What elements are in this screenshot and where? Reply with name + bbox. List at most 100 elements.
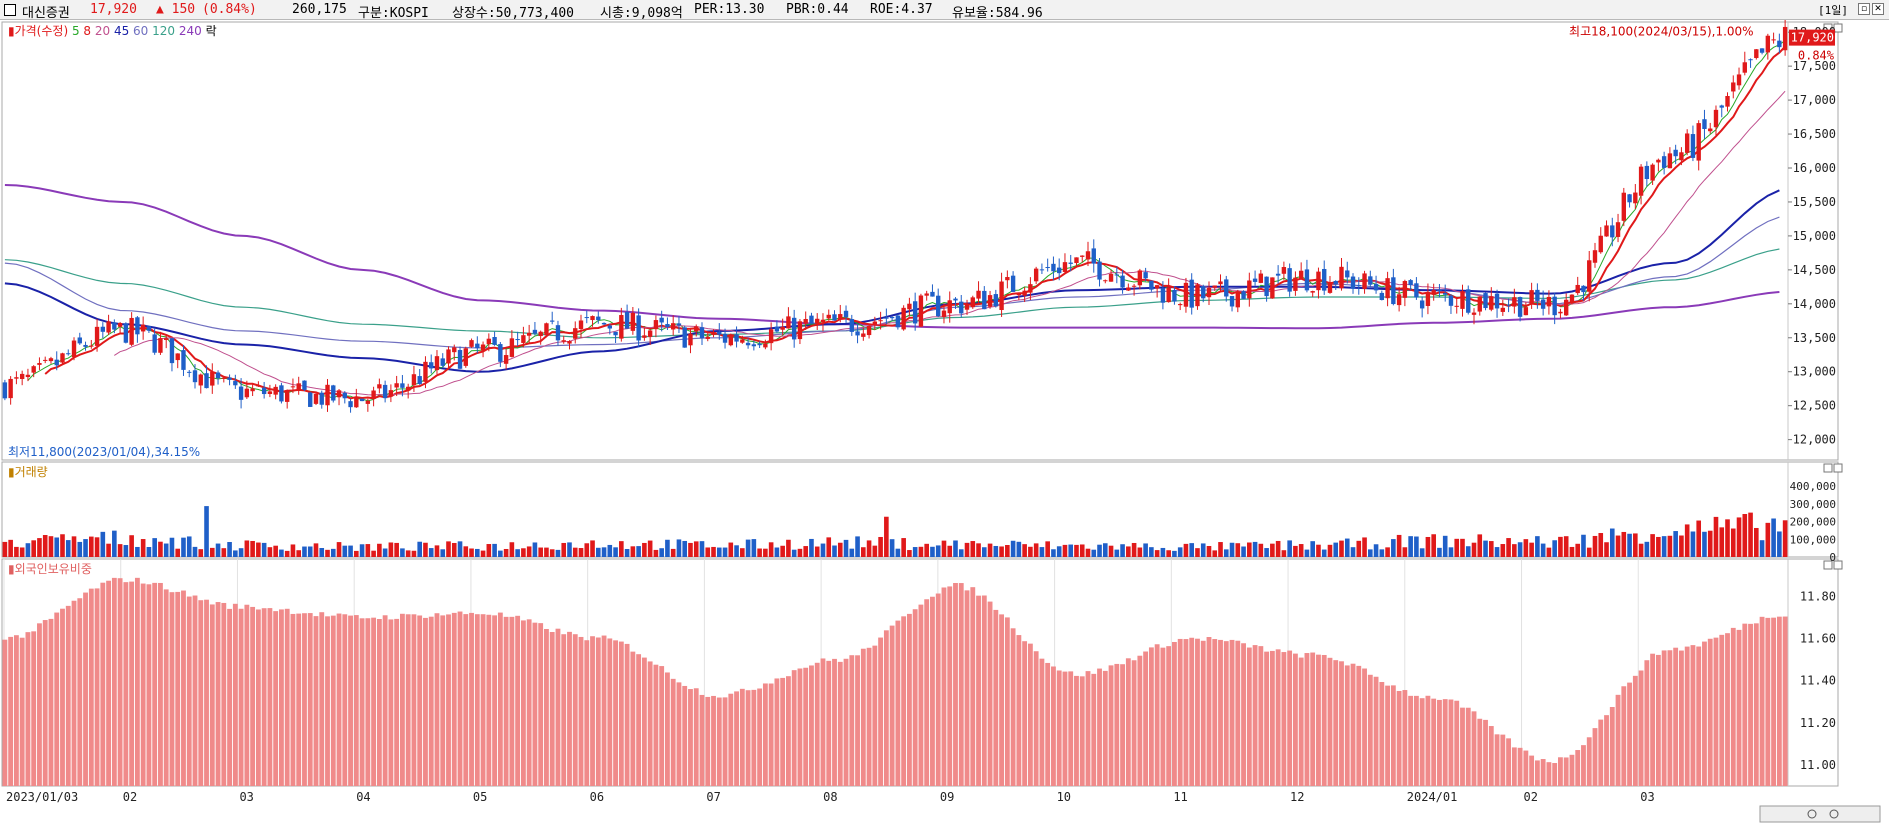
volume-bar [451, 542, 457, 557]
maximize-button[interactable]: ▫ [1858, 3, 1870, 15]
volume-bar [987, 543, 993, 557]
volume-bar [964, 542, 970, 557]
candle [1287, 263, 1292, 297]
pane-maximize-button[interactable] [1823, 560, 1833, 570]
candle [1500, 299, 1506, 316]
pane-close-button[interactable] [1833, 23, 1843, 33]
volume-bar [642, 542, 647, 557]
current-price-tag [1789, 29, 1835, 46]
foreign-ratio-bar [791, 670, 797, 786]
candle [866, 325, 872, 339]
candle [763, 339, 768, 350]
current-price: 17,920 [90, 2, 137, 17]
foreign-ratio-bar [820, 658, 826, 786]
close-button[interactable]: ✕ [1872, 3, 1884, 15]
candle [1229, 296, 1235, 312]
volume-bar [878, 536, 883, 557]
date-tick-label: 2024/01 [1407, 790, 1458, 804]
price-tick-label: 14,000 [1793, 297, 1836, 311]
zoom-scrollbar[interactable] [1759, 805, 1881, 823]
candle [181, 345, 186, 376]
foreign-ratio-bar [544, 628, 549, 786]
candle [106, 314, 111, 335]
candle [1045, 258, 1050, 272]
volume-bar [924, 543, 929, 557]
volume-bar [371, 550, 376, 557]
zoom-in-icon[interactable] [1829, 809, 1839, 819]
foreign-ratio-bar [181, 590, 186, 786]
volume-bar [1754, 527, 1759, 557]
candle [423, 356, 428, 389]
foreign-ratio-bar [1776, 616, 1782, 786]
foreign-ratio-bar [1195, 638, 1200, 786]
candle [31, 365, 36, 378]
volume-bar [866, 540, 872, 557]
candle [1258, 269, 1264, 284]
candle [1598, 227, 1603, 254]
period-button[interactable]: [1일] [1818, 4, 1848, 17]
volume-bar [463, 546, 469, 557]
foreign-ratio-bar [1027, 643, 1033, 786]
foreign-ratio-bar [601, 635, 607, 786]
volume-bar [855, 536, 860, 557]
volume-bar [198, 549, 204, 557]
candle [705, 332, 710, 342]
volume-bar [14, 546, 19, 557]
volume-bar [532, 542, 538, 557]
foreign-ratio-bar [584, 640, 590, 786]
volume-bar [826, 537, 832, 557]
foreign-ratio-bar [13, 635, 19, 786]
candle [1120, 269, 1125, 294]
volume-bar [129, 535, 134, 557]
volume-bar [284, 550, 290, 557]
candle [313, 392, 319, 406]
volume-bar [1431, 534, 1436, 557]
foreign-ratio-bar [665, 672, 670, 786]
candle [1443, 284, 1448, 302]
foreign-ratio-bar [463, 614, 469, 786]
volume-bar [411, 550, 417, 557]
volume-bar [595, 547, 601, 557]
foreign-ratio-bar [515, 615, 521, 786]
candle [1091, 239, 1096, 273]
candle [354, 388, 359, 408]
candle [768, 322, 774, 351]
stock-chart[interactable]: 18,00017,50017,00016,50016,00015,50015,0… [0, 20, 1889, 826]
volume-bar [1396, 534, 1402, 557]
volume-bar [354, 550, 359, 557]
candle [619, 307, 624, 342]
stock-name: 대신증권 [22, 6, 70, 21]
volume-bar [1085, 548, 1091, 557]
volume-bar [981, 547, 987, 557]
volume-bar [1091, 549, 1097, 557]
zoom-out-icon[interactable] [1807, 809, 1817, 819]
volume-bar [1777, 531, 1782, 557]
candle [1022, 287, 1027, 303]
volume-bar [716, 547, 722, 557]
pane-close-button[interactable] [1833, 463, 1843, 473]
candle [440, 353, 445, 368]
foreign-ratio-bar [1212, 639, 1218, 786]
volume-bar [676, 539, 682, 557]
candle [947, 291, 952, 323]
volume-bar [19, 547, 25, 557]
candle [745, 338, 751, 349]
pane-maximize-button[interactable] [1823, 463, 1833, 473]
candle [1575, 276, 1580, 296]
volume-bar [1079, 544, 1085, 557]
candle [861, 327, 866, 341]
volume-bar [670, 548, 676, 557]
foreign-ratio-bar [1258, 646, 1264, 786]
foreign-ratio-bar [348, 615, 353, 786]
foreign-ratio-bar [688, 689, 693, 786]
foreign-ratio-bar [1333, 660, 1339, 786]
volume-bar [1016, 541, 1022, 557]
foreign-ratio-bar [555, 628, 561, 786]
candle [1051, 256, 1056, 281]
volume-bar [884, 516, 889, 557]
foreign-ratio-bar [1696, 646, 1702, 786]
candle [872, 316, 878, 331]
candle [1759, 48, 1765, 55]
pane-close-button[interactable] [1833, 560, 1843, 570]
volume-bar [1609, 528, 1615, 557]
